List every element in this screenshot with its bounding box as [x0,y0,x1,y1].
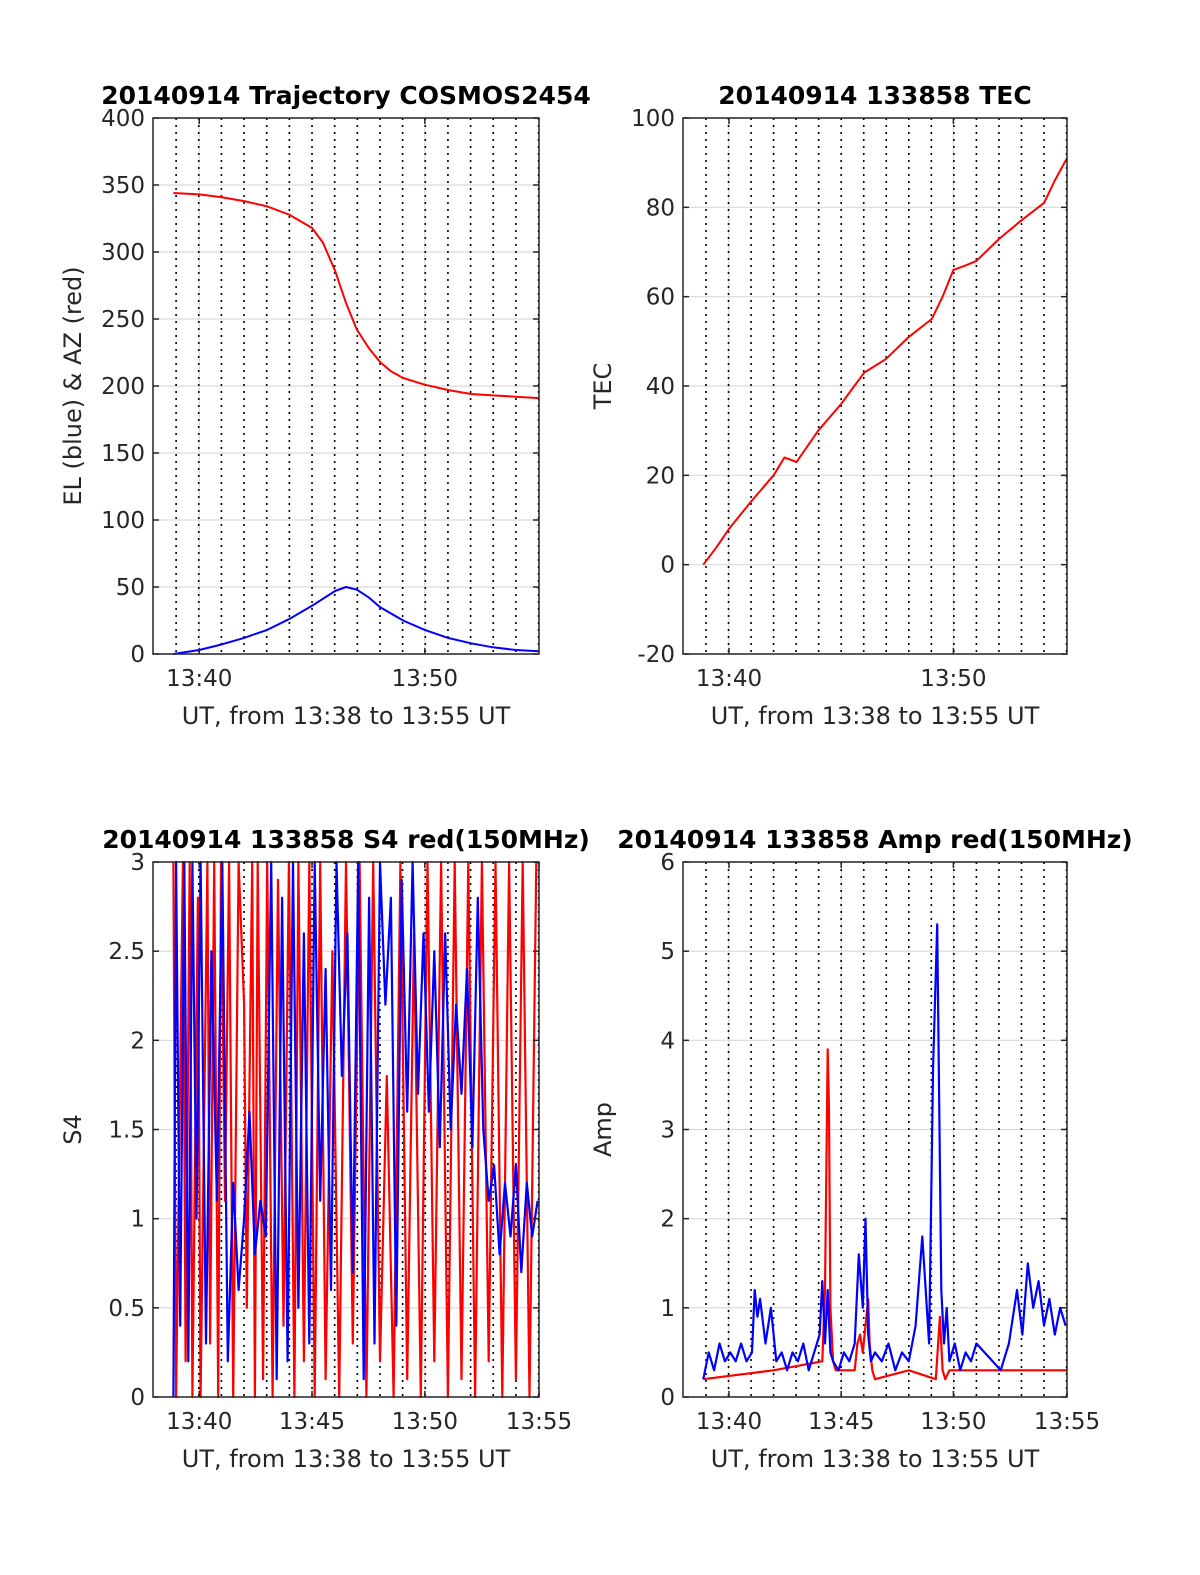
y-tick-label: 0 [660,553,675,579]
series-line-2 [173,586,540,655]
series-line-1 [703,1048,1067,1381]
y-tick-label: 1.5 [108,1118,145,1144]
y-tick-label: 80 [646,195,675,221]
chart-title: 20140914 133858 S4 red(150MHz) [102,825,590,854]
series-line-2 [702,923,1067,1380]
y-tick-label: 0 [660,1385,675,1411]
x-tick-label: 13:40 [696,666,762,692]
x-tick-label: 13:50 [920,666,986,692]
x-tick-label: 13:45 [279,1409,345,1435]
y-tick-label: 200 [101,374,145,400]
y-tick-label: 1 [130,1207,145,1233]
y-axis-label: TEC [589,363,617,411]
x-tick-label: 13:40 [166,1409,232,1435]
series-line-1 [172,860,538,1399]
y-tick-label: 6 [660,850,675,876]
y-tick-label: 60 [646,285,675,311]
y-tick-label: 2 [130,1028,145,1054]
x-axis-label: UT, from 13:38 to 13:55 UT [711,1445,1040,1473]
y-tick-label: 100 [631,106,675,132]
y-tick-label: 350 [101,173,145,199]
panel-amp: 20140914 133858 Amp red(150MHz) UT, from… [589,825,1133,1473]
panel-tec: 20140914 133858 TEC UT, from 13:38 to 13… [589,81,1068,730]
x-tick-label: 13:50 [920,1409,986,1435]
x-axis-label: UT, from 13:38 to 13:55 UT [182,1445,511,1473]
y-tick-label: 100 [101,508,145,534]
plot-area [682,117,1068,655]
series-line-2 [172,860,539,1398]
series-line-1 [173,192,540,400]
y-tick-label: 20 [646,463,675,489]
y-tick-label: 5 [660,939,675,965]
y-tick-label: 0 [130,642,145,668]
x-tick-label: 13:40 [696,1409,762,1435]
y-tick-label: 2 [660,1207,675,1233]
y-tick-label: 50 [116,575,145,601]
chart-title: 20140914 133858 Amp red(150MHz) [617,825,1133,854]
panel-trajectory: 20140914 Trajectory COSMOS2454 UT, from … [59,81,591,730]
y-axis-label: S4 [59,1114,87,1145]
y-tick-label: 0 [130,1385,145,1411]
x-axis-label: UT, from 13:38 to 13:55 UT [711,702,1040,730]
x-tick-label: 13:55 [506,1409,572,1435]
y-axis-label: EL (blue) & AZ (red) [59,266,87,505]
chart-title: 20140914 Trajectory COSMOS2454 [101,81,591,110]
plot-area [152,860,540,1399]
y-tick-label: 0.5 [108,1296,145,1322]
y-tick-label: 3 [130,850,145,876]
x-tick-label: 13:50 [392,666,458,692]
plot-area [682,861,1068,1398]
chart-title: 20140914 133858 TEC [718,81,1031,110]
y-tick-label: 2.5 [108,939,145,965]
y-tick-label: 250 [101,307,145,333]
plot-area [152,117,540,655]
series-line-1 [702,157,1068,566]
y-tick-label: 40 [646,374,675,400]
y-tick-label: 3 [660,1118,675,1144]
y-axis-label: Amp [589,1102,617,1157]
x-tick-label: 13:40 [166,666,232,692]
x-tick-label: 13:50 [392,1409,458,1435]
y-tick-label: 400 [101,106,145,132]
y-tick-label: -20 [637,642,675,668]
y-tick-label: 1 [660,1296,675,1322]
y-tick-label: 4 [660,1028,675,1054]
panel-s4: 20140914 133858 S4 red(150MHz) UT, from … [59,825,590,1473]
x-axis-label: UT, from 13:38 to 13:55 UT [182,702,511,730]
x-tick-label: 13:45 [808,1409,874,1435]
y-tick-label: 150 [101,441,145,467]
y-tick-label: 300 [101,240,145,266]
x-tick-label: 13:55 [1034,1409,1100,1435]
